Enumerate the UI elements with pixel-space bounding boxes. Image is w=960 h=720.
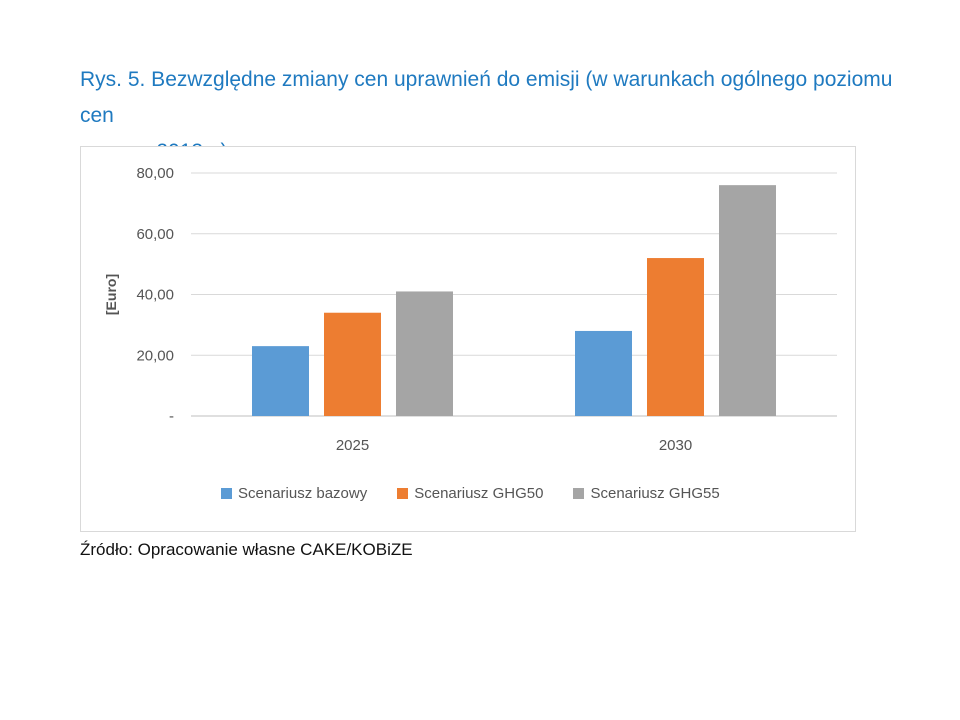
- chart-area: - 20,00 40,00 60,00 80,00 [Euro] 2025 2030 Scen…: [80, 146, 856, 532]
- x-tick-label: 2025: [336, 437, 369, 454]
- x-tick-label: 2030: [659, 437, 692, 454]
- bar-chart: - 20,00 40,00 60,00 80,00 [Euro] 2025 2030: [103, 165, 837, 454]
- bar-2030-series-2: [647, 258, 704, 416]
- y-tick-label: 80,00: [136, 165, 174, 182]
- bar-2030-series-1: [575, 330, 632, 416]
- legend-label: Scenariusz GHG50: [414, 485, 544, 502]
- legend-swatch: [573, 488, 585, 499]
- legend-label: Scenariusz bazowy: [238, 485, 368, 502]
- legend-swatch: [221, 488, 232, 499]
- chart-legend: Scenariusz bazowy Scenariusz GHG50 Scenari…: [221, 485, 720, 502]
- legend-item: Scenariusz GHG50: [397, 485, 543, 502]
- legend-label: Scenariusz GHG55: [590, 485, 720, 502]
- y-axis-label: [Euro]: [103, 274, 119, 315]
- legend-item: Scenariusz GHG55: [573, 485, 720, 502]
- y-tick-label: 20,00: [136, 347, 174, 364]
- source-note: Źródło: Opracowanie własne CAKE/KOBiZE: [80, 540, 413, 559]
- y-tick-label: 40,00: [136, 287, 174, 304]
- chart-title-line1: Rys. 5. Bezwzględne zmiany cen uprawnień…: [80, 68, 893, 127]
- bar-2030-series-3: [719, 185, 776, 416]
- legend-swatch: [397, 488, 409, 499]
- bar-2025-series-2: [324, 312, 381, 416]
- legend-item: Scenariusz bazowy: [221, 485, 367, 502]
- bar-2025-series-3: [396, 291, 453, 416]
- y-tick-label: 60,00: [136, 226, 174, 243]
- y-tick-label: -: [169, 408, 174, 425]
- bar-2025-series-1: [252, 346, 309, 416]
